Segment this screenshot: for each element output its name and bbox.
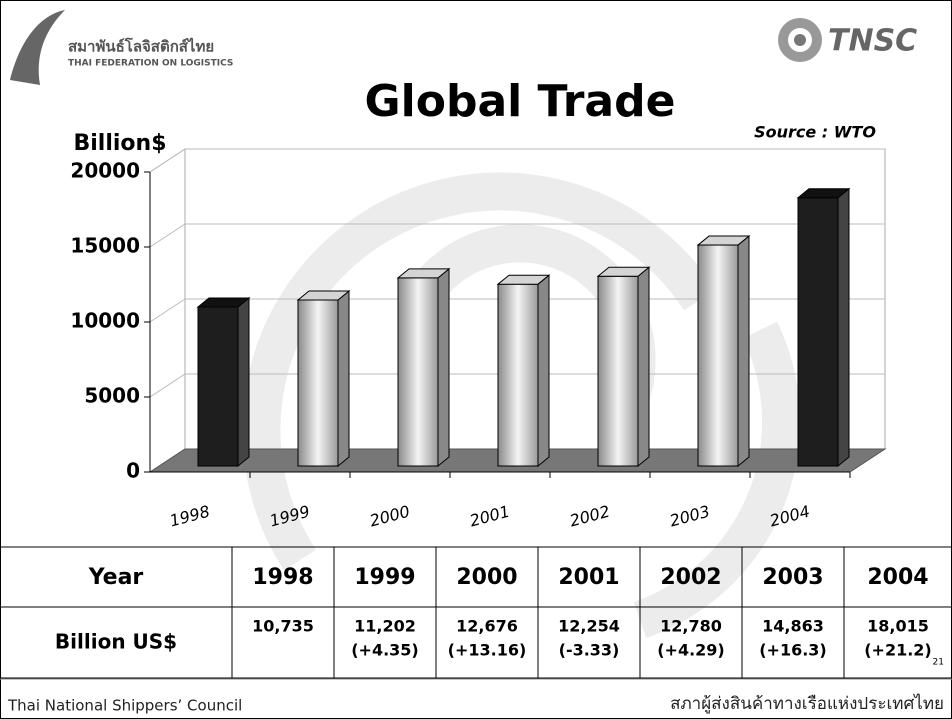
table-cell: 14,863 [762,617,824,636]
header-cell: 2001 [558,565,619,590]
footer-right: สภาผู้ส่งสินค้าทางเรือแห่งประเทศไทย [670,693,944,714]
grid-line [149,373,885,398]
bar-front [197,306,239,467]
y-tick-label: 20000 [70,159,140,183]
bar-top [696,235,751,246]
bar [296,289,351,468]
bar-side [637,266,650,468]
table-cell: (+13.16) [448,641,527,660]
table-cell: 11,202 [354,617,416,636]
bar [596,266,651,468]
grid-line [149,148,885,173]
source-note: Source : WTO [754,123,876,142]
bar-front [697,244,739,467]
row-header: Billion US$ [55,630,177,654]
bar-front [797,197,839,467]
bar-side [237,296,250,468]
logo-right: TNSC [778,18,917,62]
header-cell: 2002 [660,565,721,590]
bar-side [537,274,550,468]
logo-english: THAI FEDERATION ON LOGISTICS [68,59,233,69]
table-cell: 12,254 [558,617,620,636]
table-cell: (+4.29) [657,641,725,660]
bar-front [397,277,439,467]
table-cell: (+21.2) [864,641,932,660]
y-tick-label: 10000 [70,309,140,333]
table-cell: 18,015 [867,617,929,636]
y-axis-label: Billion$ [73,131,166,156]
bar-front [297,299,339,467]
table-cell: (+4.35) [351,641,419,660]
bar [496,274,551,468]
logo-left: สมาพันธ์โลจิสติกส์ไทย THAI FEDERATION ON… [10,10,233,85]
grid-line [149,223,885,248]
bar-top [296,290,351,301]
bar-side [337,289,350,468]
footer-left: Thai National Shippers’ Council [7,697,242,715]
table-cell: 12,780 [660,617,722,636]
data-table: Year 1998 1999 2000 2001 2002 2003 2004 Billion … [0,546,952,679]
bar-top [196,297,251,308]
y-tick-label: 5000 [84,384,140,408]
grid-line [149,298,885,323]
header-cell: 2004 [867,565,928,590]
bar-side [837,187,850,468]
y-tick-label: 0 [126,459,140,483]
bar-side [437,267,450,468]
header-cell: 1998 [252,565,313,590]
logo-thai: สมาพันธ์โลจิสติกส์ไทย [68,37,214,56]
bar [696,234,751,468]
page-number: 21 [933,658,944,668]
table-cell: (-3.33) [559,641,620,660]
bar-front [497,283,539,467]
header-cell: 2003 [762,565,823,590]
table-cell: 10,735 [252,617,314,636]
header-cell: 2000 [456,565,517,590]
bar [796,187,851,468]
bar-front [597,275,639,467]
header-cell: 1999 [354,565,415,590]
bar [396,267,451,468]
chart-title: Global Trade [365,76,676,127]
bar-top [796,188,851,199]
bar-top [596,266,651,277]
bar-side [737,234,750,468]
bar [196,296,251,468]
table-cell: 12,676 [456,617,518,636]
header-cell: Year [88,565,144,590]
table-cell: (+16.3) [759,641,827,660]
logo-tnsc: TNSC [828,24,917,59]
bar-top [396,268,451,279]
y-tick-label: 15000 [70,234,140,258]
bar-top [496,274,551,285]
